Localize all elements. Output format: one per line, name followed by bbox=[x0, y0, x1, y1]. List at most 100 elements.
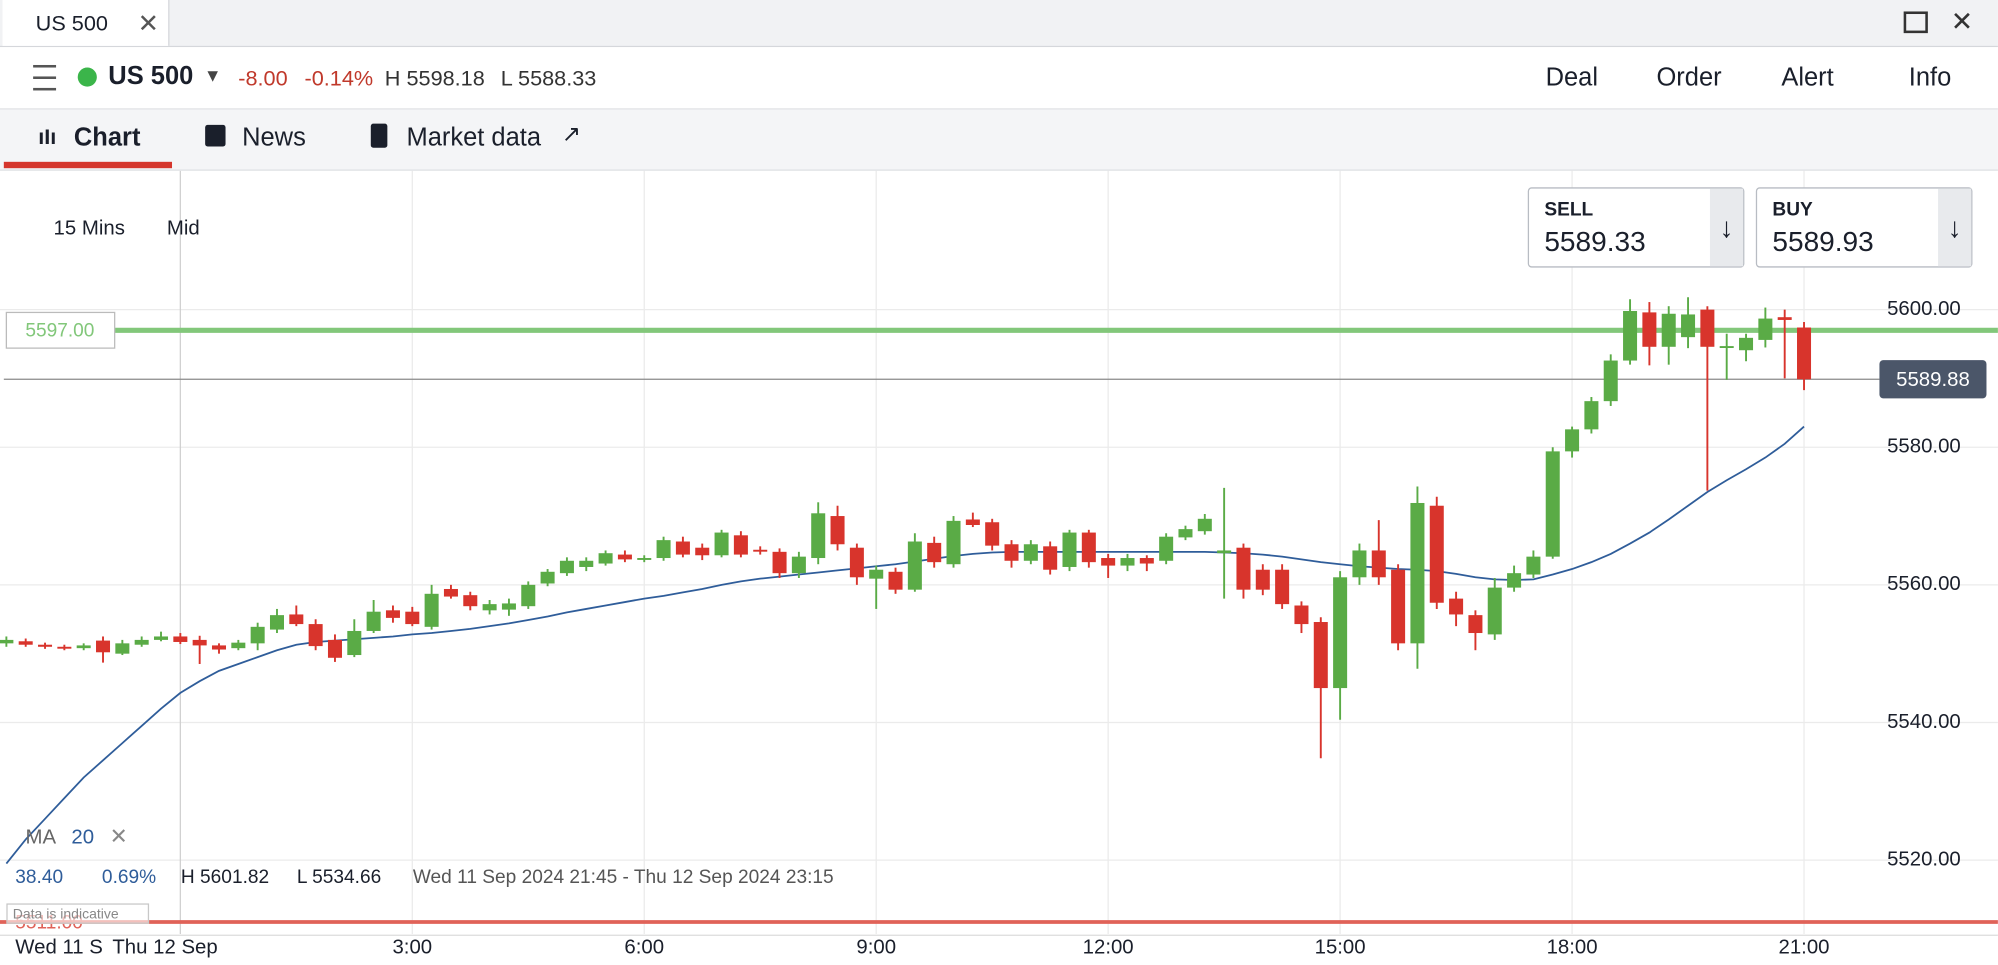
x-tick-label: Thu 12 Sep bbox=[112, 936, 217, 958]
current-price-label: 5589.88 bbox=[1896, 369, 1970, 391]
candle-body bbox=[385, 610, 400, 618]
sell-button[interactable]: SELL 5589.33 ↓ bbox=[1527, 187, 1745, 268]
active-tab-indicator bbox=[3, 161, 173, 169]
candle-body bbox=[1449, 598, 1464, 615]
price-mode-selector[interactable]: Mid bbox=[166, 217, 200, 240]
candle-body bbox=[1739, 337, 1754, 351]
title-bar: US 500 ✕ ✕ bbox=[0, 0, 1998, 48]
x-tick-label: 6:00 bbox=[624, 936, 664, 958]
instrument-dropdown[interactable]: ▼ bbox=[203, 64, 222, 86]
candle-body bbox=[907, 541, 922, 590]
view-tabs: ıIı Chart News Market data ↗ bbox=[0, 109, 1998, 171]
candle-body bbox=[347, 630, 362, 656]
menu-icon[interactable] bbox=[33, 64, 57, 91]
candle-body bbox=[1043, 546, 1058, 570]
candle-body bbox=[927, 542, 942, 563]
interval-selector[interactable]: 15 Mins bbox=[53, 217, 125, 240]
candle-body bbox=[0, 639, 14, 644]
candle-body bbox=[1062, 532, 1077, 567]
news-tab-icon bbox=[205, 124, 226, 147]
x-tick-label: 15:00 bbox=[1315, 936, 1366, 958]
market-data-tab-icon bbox=[370, 123, 388, 148]
external-link-icon: ↗ bbox=[561, 121, 582, 147]
candle-body bbox=[1719, 346, 1734, 349]
candle-body bbox=[327, 639, 342, 658]
candle-body bbox=[289, 614, 304, 625]
candle-body bbox=[482, 604, 497, 611]
candle-body bbox=[540, 571, 555, 584]
candle-body bbox=[733, 535, 748, 555]
remove-ma-icon[interactable]: ✕ bbox=[109, 824, 128, 849]
current-price-box bbox=[1879, 360, 1987, 399]
x-tick-label: 18:00 bbox=[1547, 936, 1598, 958]
ma-legend-name: MA bbox=[25, 826, 57, 849]
candle-body bbox=[1255, 569, 1270, 590]
market-status-dot bbox=[77, 67, 97, 87]
candle-body bbox=[424, 593, 439, 627]
x-tick-label: 12:00 bbox=[1083, 936, 1134, 958]
candle-body bbox=[250, 626, 265, 644]
candle-body bbox=[617, 554, 632, 560]
deal-button[interactable]: Deal bbox=[1545, 63, 1599, 92]
candle-body bbox=[1507, 573, 1522, 588]
candle-body bbox=[791, 556, 806, 574]
day-low: L 5588.33 bbox=[500, 66, 597, 91]
candle-body bbox=[1623, 311, 1638, 361]
close-window-icon[interactable]: ✕ bbox=[1950, 7, 1974, 37]
x-tick-label: Wed 11 S bbox=[15, 936, 103, 958]
day-high: H 5598.18 bbox=[384, 66, 485, 91]
price-change-pct: -0.14% bbox=[304, 66, 374, 91]
candle-body bbox=[772, 551, 787, 574]
candle-body bbox=[173, 636, 188, 642]
maximize-icon[interactable] bbox=[1903, 11, 1928, 34]
candle-body bbox=[656, 540, 671, 559]
candle-body bbox=[695, 547, 710, 556]
x-tick-label: 3:00 bbox=[392, 936, 432, 958]
candle-body bbox=[1565, 429, 1580, 452]
close-tab-icon[interactable]: ✕ bbox=[137, 10, 159, 39]
candle-body bbox=[1294, 605, 1309, 625]
alert-level-box bbox=[5, 311, 116, 349]
candle-body bbox=[1275, 569, 1290, 605]
candle-body bbox=[965, 519, 980, 525]
alert-button[interactable]: Alert bbox=[1781, 63, 1834, 92]
candle-body bbox=[1700, 309, 1715, 347]
candle-body bbox=[811, 513, 826, 559]
candle-body bbox=[1391, 569, 1406, 644]
candle-body bbox=[1139, 558, 1154, 564]
chart-tab-icon: ıIı bbox=[38, 124, 57, 150]
chart-tab[interactable]: Chart bbox=[73, 123, 141, 152]
candle-body bbox=[1681, 314, 1696, 338]
market-data-tab[interactable]: Market data bbox=[406, 123, 542, 152]
buy-button[interactable]: BUY 5589.93 ↓ bbox=[1755, 187, 1973, 268]
candle-body bbox=[1159, 536, 1174, 561]
x-tick-label: 21:00 bbox=[1779, 936, 1830, 958]
candle-body bbox=[598, 553, 613, 564]
candle-body bbox=[153, 636, 169, 640]
window-tab[interactable]: US 500 ✕ bbox=[2, 0, 170, 46]
candle-body bbox=[579, 560, 594, 567]
candle-body bbox=[1236, 547, 1251, 590]
candle-body bbox=[1429, 505, 1444, 603]
candle-body bbox=[1352, 550, 1367, 578]
candle-body bbox=[134, 639, 149, 645]
candle-body bbox=[1545, 451, 1560, 557]
disclaimer: Data is indicative bbox=[6, 903, 150, 924]
period-change: 38.40 bbox=[15, 866, 64, 889]
ma-legend-period: 20 bbox=[71, 826, 95, 849]
order-button[interactable]: Order bbox=[1656, 63, 1722, 92]
candle-body bbox=[849, 547, 864, 578]
news-tab[interactable]: News bbox=[242, 123, 306, 152]
candle-body bbox=[1333, 577, 1348, 689]
y-tick-label: 5520.00 bbox=[1887, 848, 1961, 870]
candle-body bbox=[675, 541, 690, 555]
candle-body bbox=[1197, 518, 1212, 532]
info-button[interactable]: Info bbox=[1908, 63, 1952, 92]
candle-body bbox=[714, 532, 729, 556]
candle-body bbox=[869, 569, 884, 579]
instrument-name[interactable]: US 500 bbox=[108, 62, 194, 91]
candle-body bbox=[1661, 313, 1676, 347]
candle-body bbox=[115, 643, 130, 654]
